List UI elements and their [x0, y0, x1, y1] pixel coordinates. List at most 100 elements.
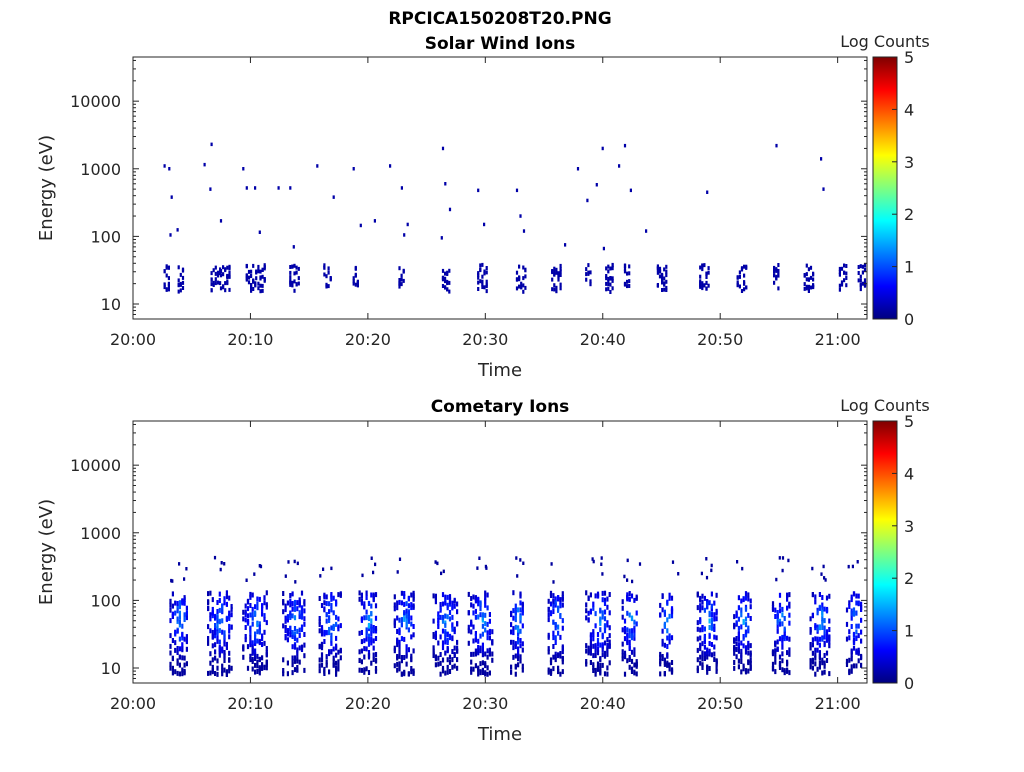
heatmap-cell [845, 271, 848, 276]
heatmap-cell [699, 284, 702, 289]
heatmap-cell [479, 279, 482, 284]
heatmap-cell [807, 267, 810, 272]
heatmap-cell [251, 656, 254, 662]
heatmap-cell [410, 605, 413, 611]
heatmap-cell [254, 662, 257, 668]
heatmap-cell [515, 188, 519, 193]
heatmap-cell [258, 656, 261, 662]
heatmap-cell [225, 641, 228, 647]
heatmap-cell [389, 164, 392, 168]
heatmap-cell [623, 650, 627, 656]
heatmap-cell [261, 274, 264, 279]
heatmap-cell [207, 591, 210, 597]
heatmap-cell [330, 649, 333, 655]
heatmap-cell [412, 624, 415, 629]
heatmap-cell [699, 646, 702, 652]
heatmap-cell [477, 280, 480, 285]
heatmap-cell [603, 653, 607, 659]
heatmap-cell [298, 599, 301, 605]
heatmap-cell [512, 629, 515, 635]
heatmap-cell [838, 287, 841, 292]
heatmap-cell [479, 661, 482, 667]
heatmap-cell [605, 281, 608, 286]
heatmap-cell [561, 594, 564, 600]
heatmap-cell [209, 660, 212, 666]
x-tick-label: 20:50 [697, 330, 743, 349]
heatmap-cell [218, 598, 221, 603]
heatmap-cell [246, 644, 250, 650]
heatmap-cell [446, 270, 449, 275]
heatmap-cell [405, 618, 408, 623]
heatmap-cell [742, 619, 745, 625]
heatmap-cell [626, 658, 629, 664]
heatmap-cell [855, 600, 858, 606]
heatmap-cell [706, 601, 709, 607]
heatmap-cell [261, 267, 264, 272]
heatmap-cell [552, 609, 555, 614]
heatmap-cell [171, 591, 174, 597]
heatmap-cell [603, 650, 607, 656]
heatmap-cell [706, 664, 709, 670]
heatmap-cell [585, 277, 588, 282]
heatmap-cell [481, 647, 484, 653]
heatmap-cell [733, 660, 736, 665]
heatmap-cell [254, 656, 257, 661]
heatmap-cell [297, 281, 300, 286]
heatmap-cell [661, 641, 664, 647]
heatmap-cell [412, 632, 415, 638]
heatmap-cell [214, 281, 217, 286]
heatmap-cell [609, 282, 612, 287]
heatmap-cell [630, 658, 634, 664]
heatmap-cell [778, 592, 782, 598]
heatmap-cell [485, 289, 488, 294]
heatmap-cell [713, 612, 716, 618]
heatmap-cell [663, 281, 666, 286]
heatmap-cell [393, 594, 396, 600]
heatmap-cell [246, 665, 250, 671]
heatmap-cell [710, 625, 713, 631]
heatmap-cell [484, 590, 487, 596]
heatmap-cell [517, 607, 520, 613]
heatmap-cell [812, 277, 815, 282]
heatmap-cell [207, 624, 210, 630]
heatmap-cell [293, 631, 297, 637]
heatmap-cell [744, 669, 748, 675]
heatmap-cell [705, 557, 708, 561]
heatmap-cell [323, 272, 326, 277]
heatmap-cell [327, 266, 330, 271]
heatmap-cell [178, 636, 181, 642]
heatmap-cell [775, 268, 778, 273]
heatmap-cell [332, 195, 335, 199]
heatmap-cell [176, 608, 179, 614]
heatmap-cell [626, 634, 629, 640]
heatmap-cell [775, 274, 778, 279]
heatmap-cell [171, 603, 174, 609]
heatmap-cell [557, 668, 560, 674]
heatmap-cell [216, 618, 219, 624]
heatmap-cell [253, 572, 256, 576]
heatmap-cell [358, 630, 361, 636]
heatmap-cell [363, 638, 366, 644]
heatmap-cell [284, 603, 287, 609]
heatmap-cell [214, 626, 217, 632]
heatmap-cell [320, 642, 324, 648]
figure-title: RPCICA150208T20.PNG [388, 9, 611, 29]
heatmap-cell [174, 647, 177, 653]
heatmap-cell [432, 632, 435, 637]
heatmap-cell [803, 273, 806, 278]
heatmap-cell [559, 652, 562, 658]
heatmap-cell [602, 246, 605, 251]
heatmap-cell [818, 650, 821, 656]
heatmap-cell [592, 643, 595, 649]
heatmap-cell [410, 669, 413, 675]
heatmap-cell [228, 264, 231, 269]
heatmap-cell [807, 284, 810, 289]
heatmap-cell [282, 668, 285, 673]
heatmap-cell [670, 668, 674, 674]
heatmap-cell [852, 645, 856, 651]
heatmap-cell [446, 669, 449, 675]
heatmap-cell [788, 592, 791, 598]
heatmap-cell [370, 592, 373, 598]
heatmap-cell [706, 647, 709, 653]
heatmap-cell [467, 591, 470, 597]
